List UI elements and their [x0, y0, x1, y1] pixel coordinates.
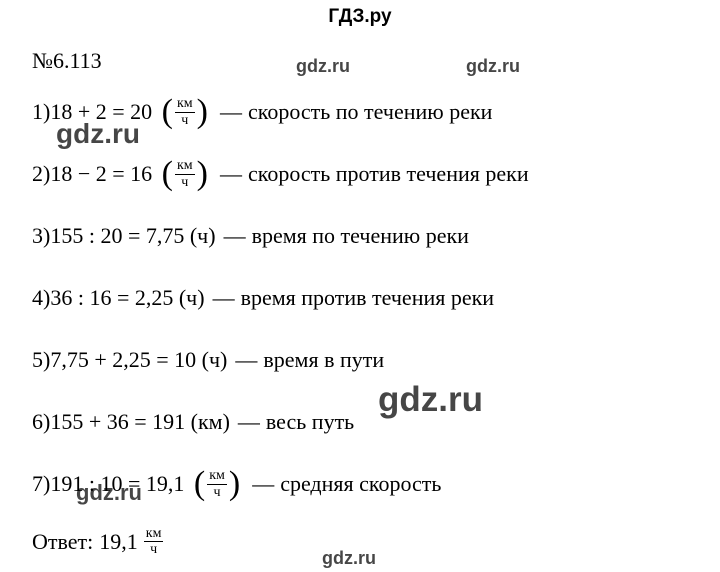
unit-den: ч: [179, 175, 190, 190]
paren-left: (: [162, 157, 173, 191]
unit-fraction: кмч: [175, 96, 195, 128]
unit-den: ч: [212, 485, 223, 500]
dash: —: [213, 285, 235, 311]
paren-left: (: [194, 467, 205, 501]
line-equation: 155 + 36 = 191: [50, 409, 190, 435]
unit-fraction: кмч: [207, 468, 227, 500]
line-description: весь путь: [266, 409, 354, 435]
line-equation: 191 : 10 = 19,1: [50, 471, 190, 497]
unit-paren: (кмч): [162, 95, 208, 129]
line-equation: 18 − 2 = 16: [50, 161, 157, 187]
unit-num: км: [207, 468, 227, 484]
answer-row: Ответ: 19,1 км ч: [32, 526, 529, 558]
unit-fraction: кмч: [175, 158, 195, 190]
dash: —: [238, 409, 260, 435]
unit-plain: (ч): [179, 285, 205, 311]
page-header: ГДЗ.ру: [0, 0, 720, 28]
header-text: ГДЗ.ру: [328, 6, 391, 27]
line-index: 3): [32, 223, 50, 249]
line-index: 4): [32, 285, 50, 311]
unit-plain: (ч): [202, 347, 228, 373]
line-equation: 7,75 + 2,25 = 10: [50, 347, 201, 373]
answer-label: Ответ:: [32, 529, 93, 555]
dash: —: [220, 161, 242, 187]
paren-left: (: [162, 95, 173, 129]
line-description: скорость по течению реки: [248, 99, 492, 125]
unit-den: ч: [179, 113, 190, 128]
dash: —: [224, 223, 246, 249]
line-equation: 36 : 16 = 2,25: [50, 285, 179, 311]
solution-line: 2) 18 − 2 = 16 (кмч) —скорость против теч…: [32, 154, 529, 194]
line-index: 7): [32, 471, 50, 497]
line-index: 5): [32, 347, 50, 373]
unit-paren: (кмч): [162, 157, 208, 191]
line-index: 6): [32, 409, 50, 435]
dash: —: [235, 347, 257, 373]
solution-line: 7) 191 : 10 = 19,1 (кмч) —средняя скорост…: [32, 464, 529, 504]
line-description: время против течения реки: [241, 285, 495, 311]
problem-number: №6.113: [32, 48, 529, 74]
line-description: скорость против течения реки: [248, 161, 529, 187]
line-description: средняя скорость: [280, 471, 441, 497]
solution-line: 4) 36 : 16 = 2,25 (ч) —время против течен…: [32, 278, 529, 318]
unit-plain: (км): [191, 409, 230, 435]
line-index: 1): [32, 99, 50, 125]
paren-right: ): [197, 157, 208, 191]
solution-line: 1) 18 + 2 = 20 (кмч) —скорость по течению…: [32, 92, 529, 132]
solution-line: 6) 155 + 36 = 191 (км) —весь путь: [32, 402, 529, 442]
unit-plain: (ч): [190, 223, 216, 249]
unit-num: км: [175, 96, 195, 112]
answer-unit-num: км: [144, 526, 164, 542]
answer-unit-den: ч: [148, 542, 159, 557]
line-index: 2): [32, 161, 50, 187]
solution-content: №6.113 1) 18 + 2 = 20 (кмч)—скорость по …: [32, 48, 529, 558]
answer-unit: км ч: [144, 526, 164, 558]
paren-right: ): [197, 95, 208, 129]
line-description: время в пути: [263, 347, 384, 373]
unit-paren: (кмч): [194, 467, 240, 501]
unit-num: км: [175, 158, 195, 174]
dash: —: [220, 99, 242, 125]
solution-line: 3) 155 : 20 = 7,75 (ч) —время по течению …: [32, 216, 529, 256]
line-equation: 155 : 20 = 7,75: [50, 223, 190, 249]
solution-line: 5) 7,75 + 2,25 = 10 (ч) —время в пути: [32, 340, 529, 380]
line-equation: 18 + 2 = 20: [50, 99, 157, 125]
dash: —: [252, 471, 274, 497]
line-description: время по течению реки: [252, 223, 469, 249]
answer-value: 19,1: [99, 529, 138, 555]
paren-right: ): [229, 467, 240, 501]
